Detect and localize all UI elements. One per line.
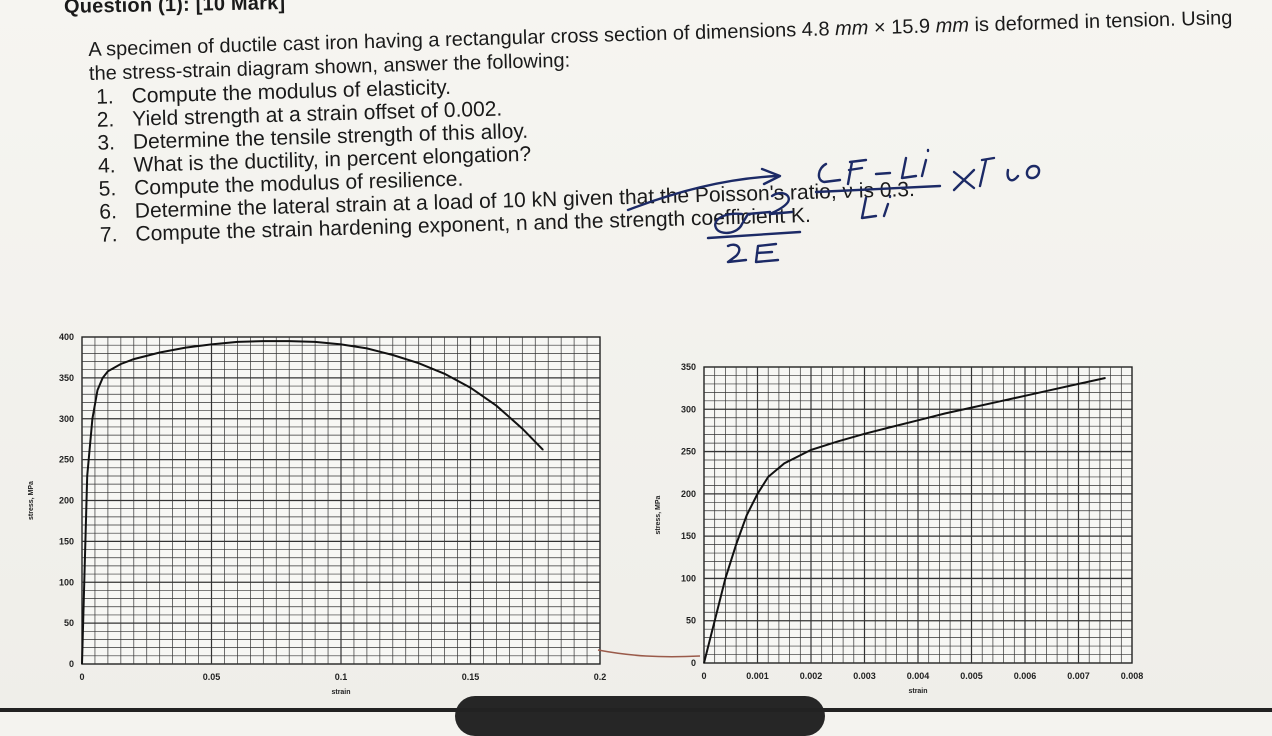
y-tick-label: 150 <box>681 531 696 541</box>
y-tick-label: 350 <box>681 362 696 372</box>
grid-lines <box>82 337 600 664</box>
y-axis-title: stress, MPa <box>655 495 662 534</box>
y-tick-label: 50 <box>64 618 74 628</box>
data-point <box>469 387 472 389</box>
stress-strain-chart-full: 0 50 100 150 200 250 300 350 400 0 0.05 0.1 0.15 0.2 s… <box>28 332 607 696</box>
data-point <box>783 462 785 465</box>
y-tick-label: 250 <box>59 455 74 465</box>
y-axis-title: stress, MPa <box>28 481 35 520</box>
data-point <box>970 406 973 409</box>
x-axis-title: strain <box>908 688 927 695</box>
data-point <box>756 493 759 495</box>
x-tick-label: 0.002 <box>800 671 823 681</box>
data-point <box>102 377 104 379</box>
y-tick-label: 150 <box>59 536 74 546</box>
data-point <box>120 363 122 365</box>
data-point <box>746 514 748 516</box>
data-point <box>1077 383 1080 385</box>
data-point <box>159 351 161 354</box>
data-point <box>495 405 497 407</box>
y-tick-label: 250 <box>681 447 696 457</box>
y-tick-label: 300 <box>59 414 74 424</box>
scroll-indicator-bar <box>455 696 825 736</box>
data-point <box>133 358 135 360</box>
x-axis-title: strain <box>331 689 350 696</box>
series-line <box>81 340 544 665</box>
y-tick-label: 100 <box>59 577 74 587</box>
data-point <box>714 620 716 622</box>
data-point <box>210 343 213 345</box>
x-tick-label: 0.15 <box>462 672 480 682</box>
x-tick-label: 0.001 <box>746 671 769 681</box>
data-point <box>392 354 394 356</box>
data-point <box>185 347 187 349</box>
x-tick-label: 0.1 <box>335 672 348 682</box>
y-tick-label: 200 <box>681 489 696 499</box>
data-point <box>366 347 368 350</box>
x-tick-label: 0.2 <box>594 672 607 682</box>
x-tick-label: 0 <box>701 671 706 681</box>
y-tick-label: 50 <box>686 616 696 626</box>
y-tick-label: 350 <box>59 373 74 383</box>
y-tick-label: 300 <box>681 404 696 414</box>
data-point <box>521 427 523 430</box>
data-point <box>288 340 290 342</box>
data-point <box>81 663 83 665</box>
data-point <box>1104 377 1106 379</box>
x-tick-label: 0.006 <box>1014 671 1037 681</box>
series-line <box>703 377 1106 664</box>
data-point <box>810 449 812 451</box>
data-point <box>1051 389 1053 391</box>
data-point <box>997 401 999 403</box>
grid-lines <box>704 367 1132 663</box>
x-tick-label: 0.05 <box>203 672 221 682</box>
data-point <box>107 370 109 372</box>
data-point <box>91 418 93 420</box>
data-point <box>236 341 238 343</box>
stress-strain-chart-detail: 0 50 100 150 200 250 300 350 0 0.001 0.002 0.003 0.0… <box>655 362 1144 695</box>
y-tick-label: 0 <box>69 659 74 669</box>
data-point <box>917 419 919 421</box>
data-point <box>767 476 769 478</box>
y-tick-label: 100 <box>681 573 696 583</box>
data-point <box>96 389 99 391</box>
data-point <box>703 662 705 664</box>
data-point <box>890 426 892 428</box>
x-tick-label: 0.004 <box>907 671 930 681</box>
data-point <box>418 362 420 364</box>
data-point <box>863 433 866 435</box>
data-point <box>1024 395 1026 397</box>
data-point <box>735 544 737 546</box>
x-tick-label: 0 <box>79 672 84 682</box>
data-point <box>542 449 544 451</box>
bottom-edge-line <box>0 708 1272 712</box>
data-point <box>86 475 88 477</box>
data-point <box>444 373 446 375</box>
data-point <box>944 412 946 415</box>
y-tick-label: 400 <box>59 332 74 342</box>
data-point <box>340 343 342 345</box>
x-tick-label: 0.003 <box>853 671 876 681</box>
data-point <box>314 341 316 343</box>
data-point <box>262 340 264 342</box>
data-point <box>724 577 727 580</box>
y-tick-label: 200 <box>59 496 74 506</box>
x-tick-label: 0.007 <box>1067 671 1090 681</box>
x-tick-label: 0.005 <box>960 671 983 681</box>
x-tick-label: 0.008 <box>1121 671 1144 681</box>
y-tick-label: 0 <box>691 658 696 668</box>
data-point <box>837 440 839 443</box>
